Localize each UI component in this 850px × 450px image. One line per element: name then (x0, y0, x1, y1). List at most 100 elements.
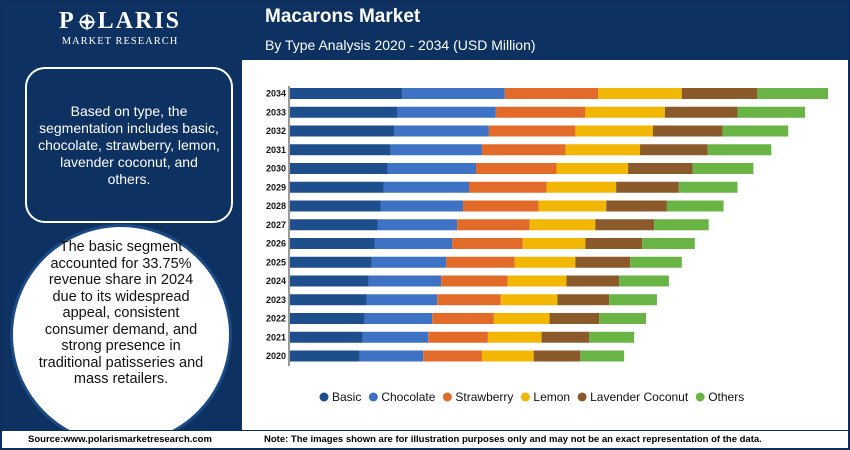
bar-2029-strawberry (469, 181, 547, 193)
bar-2027-chocolate (377, 219, 458, 231)
note-text: Note: The images shown are for illustrat… (264, 434, 762, 445)
bar-2020-strawberry (423, 350, 482, 362)
bar-2027-lemon (529, 219, 596, 231)
bar-2022-lavender-coconut (549, 313, 600, 324)
bar-2027-strawberry (457, 219, 530, 231)
bar-2024-strawberry (441, 275, 508, 287)
bar-2033-others (737, 106, 806, 118)
y-tick-label-2025: 2025 (266, 257, 286, 267)
bar-2033-strawberry (495, 106, 586, 118)
bar-2023-lemon (500, 294, 558, 306)
bar-2023-chocolate (366, 294, 438, 306)
bars-group (290, 88, 828, 362)
bar-2034-lemon (598, 88, 682, 99)
y-tick-labels: 2034 2033 2032 2031 2030 2029 2028 2027 2026 2025… (266, 89, 286, 362)
bar-2025-lavender-coconut (575, 256, 631, 268)
bar-2031-strawberry (481, 144, 566, 156)
bar-2024-basic (290, 275, 369, 287)
bar-2032-basic (290, 125, 395, 137)
bar-2030-basic (290, 163, 388, 174)
bar-2028-chocolate (380, 200, 464, 212)
bar-2021-lemon (487, 331, 542, 343)
bar-2024-lavender-coconut (566, 275, 620, 287)
bar-2022-lemon (493, 313, 550, 324)
bar-2021-chocolate (362, 331, 429, 343)
y-tick-label-2033: 2033 (266, 107, 286, 117)
bar-2023-others (609, 294, 657, 306)
y-tick-label-2029: 2029 (266, 182, 286, 192)
legend-label-lemon: Lemon (533, 390, 570, 404)
legend-marker-others (695, 392, 705, 402)
legend-label-chocolate: Chocolate (381, 390, 435, 404)
bar-2027-basic (290, 219, 378, 231)
bar-2026-chocolate (374, 238, 453, 249)
y-tick-label-2021: 2021 (266, 332, 286, 342)
bar-2023-lavender-coconut (557, 294, 610, 306)
bar-2022-others (599, 313, 647, 324)
bar-2030-others (692, 163, 754, 174)
bar-2032-strawberry (488, 125, 576, 137)
brand-name-right: LARIS (97, 8, 182, 34)
bar-2021-strawberry (428, 331, 488, 343)
chart-title: Macarons Market (265, 6, 421, 27)
y-tick-label-2026: 2026 (266, 239, 286, 249)
bar-2034-lavender-coconut (681, 88, 758, 99)
bar-2026-others (642, 238, 695, 249)
bar-2024-chocolate (368, 275, 442, 287)
bar-2021-others (589, 331, 635, 343)
brand-name: P LARIS (59, 8, 181, 35)
bar-2025-basic (290, 256, 372, 268)
bar-2030-chocolate (387, 163, 476, 174)
bar-2031-lavender-coconut (640, 144, 708, 156)
info-box: Based on type, the segmentation includes… (25, 67, 233, 223)
bar-2026-lavender-coconut (585, 238, 643, 249)
header-band (242, 2, 848, 60)
bar-2021-lavender-coconut (541, 331, 590, 343)
bar-2023-basic (290, 294, 367, 306)
y-tick-label-2034: 2034 (266, 89, 286, 99)
legend-label-strawberry: Strawberry (455, 390, 513, 404)
bar-2032-lavender-coconut (652, 125, 723, 137)
bar-2033-chocolate (397, 106, 496, 118)
bar-2028-others (666, 200, 724, 212)
y-tick-label-2031: 2031 (266, 145, 286, 155)
bar-2027-others (653, 219, 709, 231)
bar-2033-lemon (585, 106, 665, 118)
legend-marker-lemon (520, 392, 530, 402)
bar-2031-basic (290, 144, 391, 156)
bar-2025-strawberry (446, 256, 515, 268)
bar-2029-basic (290, 181, 384, 193)
legend-marker-basic (319, 392, 329, 402)
bar-2028-basic (290, 200, 381, 212)
y-tick-label-2023: 2023 (266, 295, 286, 305)
y-tick-label-2024: 2024 (266, 276, 286, 286)
y-tick-label-2020: 2020 (266, 351, 286, 361)
bar-2026-basic (290, 238, 375, 249)
bar-2024-lemon (507, 275, 567, 287)
bar-2030-lemon (556, 163, 629, 174)
bar-2020-others (580, 350, 625, 362)
y-tick-label-2028: 2028 (266, 201, 286, 211)
bar-2031-chocolate (390, 144, 482, 156)
y-tick-label-2022: 2022 (266, 314, 286, 324)
y-tick-label-2027: 2027 (266, 220, 286, 230)
bar-2023-strawberry (437, 294, 501, 306)
legend-label-basic: Basic (332, 390, 361, 404)
compass-star-icon (77, 12, 97, 31)
footer: Source:www.polarismarketresearch.com Not… (2, 430, 848, 448)
bar-2033-basic (290, 106, 398, 118)
bar-2029-lavender-coconut (616, 181, 679, 193)
bar-2024-others (619, 275, 669, 287)
bar-2033-lavender-coconut (664, 106, 738, 118)
brand-logo: P LARIS MARKET RESEARCH (0, 8, 240, 47)
bar-2026-lemon (522, 238, 586, 249)
bar-2034-strawberry (504, 88, 599, 99)
bar-2020-chocolate (359, 350, 424, 362)
bar-2032-others (722, 125, 789, 137)
highlight-circle (10, 224, 232, 446)
bar-2022-basic (290, 313, 365, 324)
bar-2027-lavender-coconut (595, 219, 654, 231)
brand-name-left: P (58, 8, 76, 34)
legend: Basic Chocolate Strawberry Lemon Lavender Co… (319, 390, 744, 404)
brand-subtitle: MARKET RESEARCH (61, 36, 179, 47)
